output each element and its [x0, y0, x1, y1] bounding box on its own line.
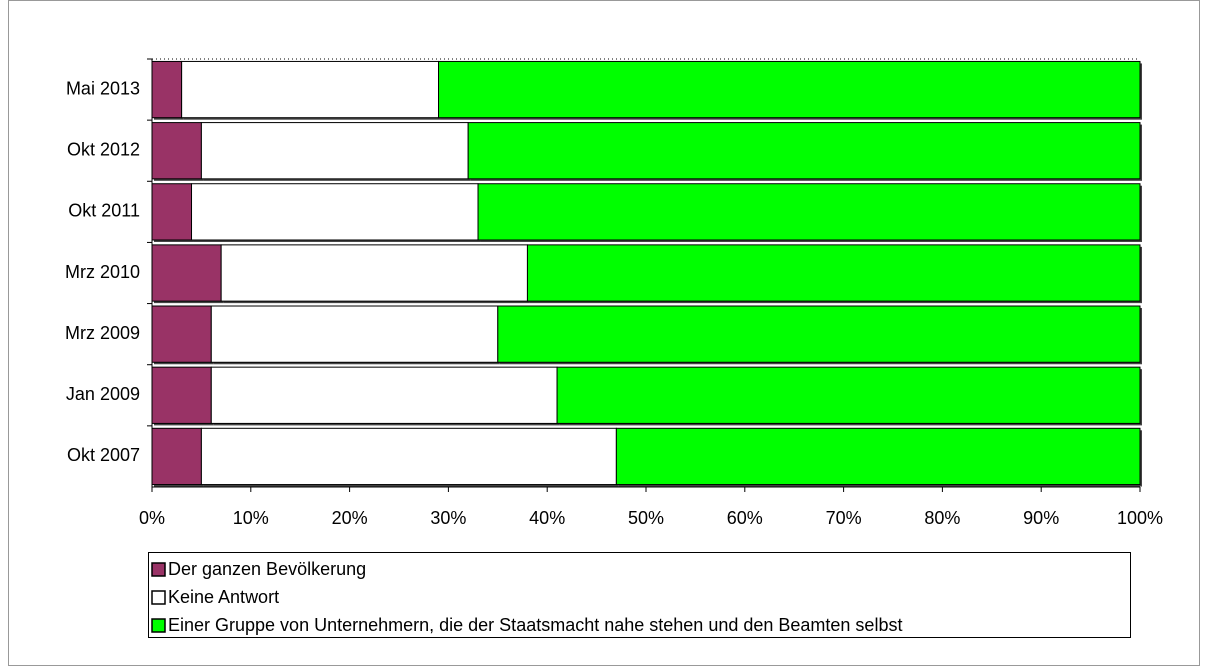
- legend-swatch: [151, 562, 166, 577]
- bar-segment: [210, 366, 558, 424]
- x-tick-label: 40%: [529, 508, 565, 528]
- y-tick-label: Mai 2013: [66, 78, 140, 98]
- x-tick-label: 70%: [826, 508, 862, 528]
- legend-swatch: [151, 618, 166, 633]
- bar-segment: [181, 60, 440, 119]
- bar-segment: [220, 244, 528, 302]
- bar-segment: [438, 60, 1141, 119]
- bar-segment: [200, 427, 617, 486]
- x-tick-label: 10%: [233, 508, 269, 528]
- bar-segment: [151, 122, 202, 180]
- bar-segment: [467, 122, 1141, 180]
- bar-segment: [151, 244, 222, 302]
- x-tick-label: 90%: [1023, 508, 1059, 528]
- bar-segment: [151, 305, 212, 363]
- y-tick-label: Jan 2009: [66, 384, 140, 404]
- bar-segment: [191, 183, 479, 241]
- x-tick-label: 80%: [924, 508, 960, 528]
- bar-segment: [151, 427, 202, 486]
- y-tick-label: Okt 2012: [67, 139, 140, 159]
- y-tick-label: Mrz 2009: [65, 323, 140, 343]
- x-tick-label: 0%: [139, 508, 165, 528]
- x-tick-label: 50%: [628, 508, 664, 528]
- bar-segment: [151, 366, 212, 424]
- bar-segment: [151, 60, 183, 119]
- x-tick-label: 100%: [1117, 508, 1163, 528]
- bar-segment: [615, 427, 1141, 486]
- bar-segment: [200, 122, 469, 180]
- bar-segment: [151, 183, 193, 241]
- bar-segment: [497, 305, 1141, 363]
- legend-box: [148, 552, 1131, 638]
- x-tick-label: 60%: [727, 508, 763, 528]
- bar-segment: [526, 244, 1141, 302]
- y-tick-label: Mrz 2010: [65, 262, 140, 282]
- x-tick-label: 20%: [332, 508, 368, 528]
- bar-segment: [210, 305, 499, 363]
- y-tick-label: Okt 2007: [67, 445, 140, 465]
- legend-label: Keine Antwort: [168, 587, 279, 607]
- x-tick-label: 30%: [430, 508, 466, 528]
- bar-segment: [477, 183, 1141, 241]
- legend-label: Der ganzen Bevölkerung: [168, 559, 366, 579]
- legend-label: Einer Gruppe von Unternehmern, die der S…: [168, 615, 902, 635]
- bar-segment: [556, 366, 1141, 424]
- legend-swatch: [151, 590, 166, 605]
- y-tick-label: Okt 2011: [68, 201, 140, 221]
